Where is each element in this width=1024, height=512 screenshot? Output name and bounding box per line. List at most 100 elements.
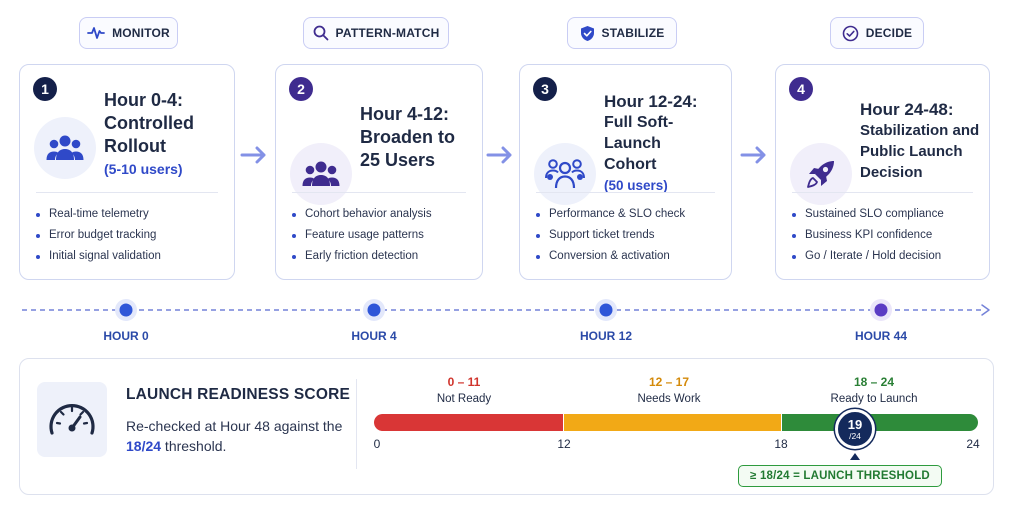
phase-subtitle: (50 users) — [604, 178, 668, 193]
list-item: Sustained SLO compliance — [792, 207, 944, 228]
list-item: Support ticket trends — [536, 228, 685, 249]
step-number-badge: 3 — [533, 77, 557, 101]
list-item: Feature usage patterns — [292, 228, 432, 249]
score-tick-label: 0 — [373, 437, 381, 451]
phase-title-line: Stabilization and — [860, 122, 980, 139]
score-bar-amber — [564, 414, 781, 431]
users-group-icon — [34, 117, 96, 179]
phase-tag-stabilize: STABILIZE — [567, 17, 677, 49]
users-crowd-icon — [534, 143, 596, 205]
list-item: Business KPI confidence — [792, 228, 944, 249]
phase-title-line: Cohort — [604, 156, 657, 173]
phase-title-line: Decision — [860, 164, 923, 181]
phase-tag-label: PATTERN-MATCH — [335, 26, 440, 40]
score-marker: 19 /24 — [835, 409, 875, 449]
timeline-hour-label: HOUR 0 — [103, 329, 149, 343]
band-header-ready-to-launch: 18 – 24 Ready to Launch — [831, 375, 918, 405]
pulse-icon — [87, 27, 105, 39]
timeline-arrowhead — [981, 304, 990, 316]
panel-divider — [356, 379, 357, 469]
band-range: 18 – 24 — [853, 375, 895, 389]
phase-title-line: Broaden to — [360, 127, 456, 147]
band-name: Not Ready — [436, 393, 492, 405]
phase-title-line: Rollout — [104, 136, 166, 156]
arrow-right-icon — [240, 146, 266, 164]
launch-threshold-badge: ≥ 18/24 = LAUNCH THRESHOLD — [738, 465, 942, 487]
score-bar-red — [374, 414, 563, 431]
users-group-icon — [290, 143, 352, 205]
list-item: Initial signal validation — [36, 249, 161, 270]
card-divider — [792, 192, 973, 193]
step-number-badge: 2 — [289, 77, 313, 101]
step-number-badge: 4 — [789, 77, 813, 101]
phase-heading: Hour 0-4: Controlled Rollout (5-10 users… — [104, 89, 226, 177]
readiness-score-panel: LAUNCH READINESS SCORE Re-checked at Hou… — [19, 358, 994, 495]
phase-bullets: Performance & SLO check Support ticket t… — [536, 207, 685, 270]
gauge-icon — [37, 382, 107, 457]
search-icon — [313, 25, 328, 41]
list-item: Error budget tracking — [36, 228, 161, 249]
phase-title-line: Hour 12-24: — [604, 92, 698, 111]
timeline-hour-label: HOUR 44 — [854, 329, 908, 343]
band-name: Ready to Launch — [830, 393, 918, 405]
phase-title-line: Hour 0-4: — [104, 90, 184, 110]
phase-card-3: 3 Hour 12-24: Full Soft-Launch Cohort (5… — [519, 64, 732, 280]
list-item: Real-time telemetry — [36, 207, 161, 228]
phase-title-line: Public Launch — [860, 143, 963, 160]
phase-heading: Hour 24-48: Stabilization and Public Lau… — [860, 99, 981, 183]
list-item: Conversion & activation — [536, 249, 685, 270]
phase-bullets: Real-time telemetry Error budget trackin… — [36, 207, 161, 270]
phase-tag-monitor: MONITOR — [79, 17, 178, 49]
shield-check-icon — [580, 25, 594, 41]
score-max: /24 — [849, 430, 861, 441]
rocket-icon — [790, 143, 852, 205]
phase-card-2: 2 Hour 4-12: Broaden to 25 Users Cohort … — [275, 64, 483, 280]
phase-title-line: Controlled — [104, 113, 194, 133]
phase-title-line: Hour 24-48: — [860, 100, 954, 119]
phase-title-line: Full Soft-Launch — [604, 114, 674, 152]
phase-bullets: Cohort behavior analysis Feature usage p… — [292, 207, 432, 270]
timeline-milestone-hour-12 — [595, 299, 617, 321]
card-divider — [36, 192, 218, 193]
timeline-milestone-hour-4 — [363, 299, 385, 321]
band-header-needs-work: 12 – 17 Needs Work — [637, 375, 700, 405]
phase-tag-label: STABILIZE — [601, 26, 665, 40]
phase-heading: Hour 12-24: Full Soft-Launch Cohort (50 … — [604, 91, 723, 193]
readiness-score-description: Re-checked at Hour 48 against the 18/24 … — [126, 416, 351, 456]
description-text: Re-checked at Hour 48 against the — [126, 418, 343, 434]
timeline-milestone-hour-0 — [115, 299, 137, 321]
band-name: Needs Work — [637, 393, 701, 405]
threshold-highlight: 18/24 — [126, 438, 162, 454]
score-tick-label: 18 — [774, 437, 788, 451]
band-range: 12 – 17 — [648, 375, 690, 389]
description-text: threshold. — [161, 438, 227, 454]
card-divider — [292, 192, 466, 193]
phase-card-1: 1 Hour 0-4: Controlled Rollout (5-10 use… — [19, 64, 235, 280]
band-range: 0 – 11 — [447, 375, 481, 389]
phase-tag-label: MONITOR — [112, 26, 170, 40]
arrow-right-icon — [486, 146, 512, 164]
phase-tag-decide: DECIDE — [830, 17, 924, 49]
timeline-hour-label: HOUR 12 — [579, 329, 633, 343]
phase-tag-pattern-match: PATTERN-MATCH — [303, 17, 449, 49]
list-item: Performance & SLO check — [536, 207, 685, 228]
timeline-hour-label: HOUR 4 — [351, 329, 397, 343]
list-item: Go / Iterate / Hold decision — [792, 249, 944, 270]
readiness-score-title: LAUNCH READINESS SCORE — [126, 386, 351, 403]
arrow-right-icon — [740, 146, 766, 164]
phase-subtitle: (5-10 users) — [104, 161, 183, 177]
phase-card-4: 4 Hour 24-48: Stabilization and Public L… — [775, 64, 990, 280]
step-number-badge: 1 — [33, 77, 57, 101]
phase-heading: Hour 4-12: Broaden to 25 Users — [360, 103, 474, 172]
phase-title-line: Hour 4-12: — [360, 104, 450, 124]
score-tick-label: 12 — [557, 437, 571, 451]
timeline — [22, 299, 990, 321]
check-circle-icon — [842, 25, 859, 41]
score-value: 19 — [847, 416, 863, 432]
phase-title-line: 25 Users — [360, 150, 436, 170]
timeline-milestone-hour-44 — [870, 299, 892, 321]
phase-tag-label: DECIDE — [865, 26, 913, 40]
list-item: Cohort behavior analysis — [292, 207, 432, 228]
phase-bullets: Sustained SLO compliance Business KPI co… — [792, 207, 944, 270]
card-divider — [536, 192, 715, 193]
